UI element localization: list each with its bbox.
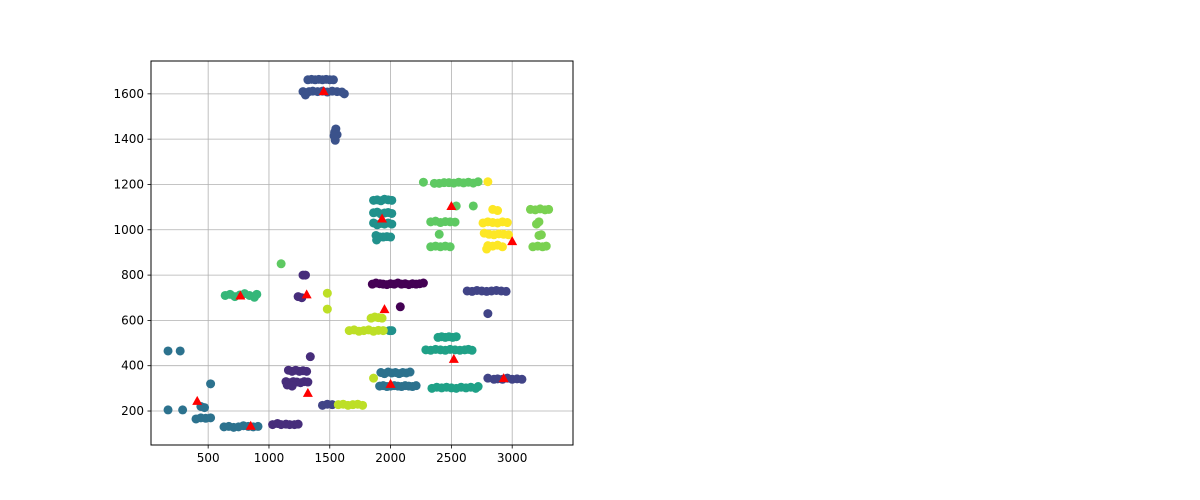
x-tick-label: 1000	[254, 451, 285, 465]
data-point	[450, 217, 460, 227]
centroid-triangle	[385, 378, 396, 388]
data-point	[339, 89, 349, 99]
y-axis: 200 400 600 800 1000 1200 1400 1600	[113, 87, 151, 418]
data-point	[387, 326, 397, 336]
x-tick-label: 2500	[436, 451, 467, 465]
cluster-3	[276, 177, 483, 269]
data-point	[473, 177, 483, 187]
data-point	[206, 379, 216, 389]
data-point	[493, 206, 503, 216]
data-point	[418, 278, 428, 288]
data-point	[467, 345, 477, 355]
data-point	[369, 373, 379, 383]
data-point	[482, 244, 492, 254]
data-point	[517, 374, 527, 384]
data-point	[501, 286, 511, 296]
data-point	[395, 302, 405, 312]
data-point	[387, 208, 397, 218]
y-tick-label: 600	[121, 313, 144, 327]
y-tick-label: 1400	[113, 132, 144, 146]
cluster-4	[478, 177, 514, 254]
data-point	[483, 309, 493, 319]
data-point	[328, 75, 338, 85]
data-point	[372, 235, 382, 245]
y-tick-label: 1000	[113, 223, 144, 237]
cluster-6	[367, 278, 428, 312]
data-point	[293, 419, 303, 429]
data-point	[411, 381, 421, 391]
data-point	[287, 381, 297, 391]
data-points	[163, 74, 554, 432]
data-point	[200, 403, 210, 413]
x-tick-label: 3000	[497, 451, 528, 465]
y-tick-label: 1600	[113, 87, 144, 101]
data-point	[358, 400, 368, 410]
data-point	[305, 352, 315, 362]
grid-lines	[151, 61, 573, 445]
data-point	[377, 313, 387, 323]
data-point	[541, 241, 551, 251]
data-point	[387, 195, 397, 205]
x-tick-label: 500	[197, 451, 220, 465]
data-point	[532, 219, 542, 229]
data-point	[178, 405, 188, 415]
data-point	[163, 346, 173, 356]
y-tick-label: 1200	[113, 177, 144, 191]
data-point	[322, 304, 332, 314]
centroid-triangle	[448, 353, 459, 363]
data-point	[536, 230, 546, 240]
data-point	[253, 421, 263, 431]
data-point	[405, 367, 415, 377]
centroid-markers	[192, 86, 518, 430]
centroid-triangle	[377, 213, 388, 223]
data-point	[276, 259, 286, 269]
data-point	[252, 289, 262, 299]
data-point	[300, 270, 310, 280]
data-point	[387, 219, 397, 229]
centroid-triangle	[302, 387, 313, 397]
data-point	[468, 201, 478, 211]
data-point	[473, 382, 483, 392]
data-point	[303, 377, 313, 387]
data-point	[504, 230, 514, 240]
plot-background	[151, 61, 573, 445]
centroid-triangle	[446, 200, 457, 210]
data-point	[386, 232, 396, 242]
x-tick-label: 2000	[375, 451, 406, 465]
cluster-12	[322, 288, 388, 410]
data-point	[544, 204, 554, 214]
cluster-10	[421, 332, 483, 393]
data-point	[330, 135, 340, 145]
data-point	[497, 242, 507, 252]
data-point	[175, 346, 185, 356]
data-point	[445, 242, 455, 252]
data-point	[302, 366, 312, 376]
centroid-triangle	[301, 289, 312, 299]
centroid-triangle	[498, 373, 509, 383]
y-tick-label: 200	[121, 404, 144, 418]
x-axis: 500 1000 1500 2000 2500 3000	[197, 445, 528, 465]
data-point	[451, 332, 461, 342]
cluster-5	[525, 204, 554, 252]
cluster-7	[268, 270, 315, 430]
y-tick-label: 400	[121, 359, 144, 373]
centroid-triangle	[507, 236, 518, 246]
centroid-triangle	[245, 420, 256, 430]
plot-frame	[150, 60, 574, 446]
data-point	[206, 413, 216, 423]
y-tick-label: 800	[121, 268, 144, 282]
centroid-triangle	[318, 86, 329, 96]
data-point	[163, 405, 173, 415]
data-point	[483, 177, 493, 187]
data-point	[502, 218, 512, 228]
data-point	[418, 177, 428, 187]
data-point	[378, 326, 388, 336]
centroid-triangle	[235, 290, 246, 300]
data-point	[322, 288, 332, 298]
x-tick-label: 1500	[314, 451, 345, 465]
centroid-triangle	[192, 395, 203, 405]
data-point	[434, 229, 444, 239]
centroid-triangle	[379, 304, 390, 314]
